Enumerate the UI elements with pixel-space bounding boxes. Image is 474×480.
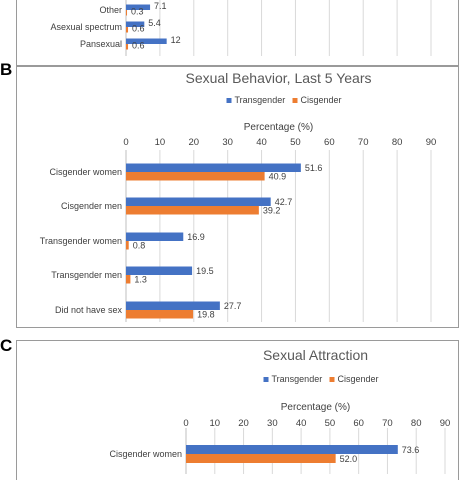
- chart-b-bar-transgender: [126, 232, 184, 241]
- chart-b-data-label: 39.2: [263, 206, 281, 216]
- chart-b-data-label: 27.7: [224, 301, 242, 311]
- chart-b-data-label: 42.7: [275, 197, 293, 207]
- chart-a-data-label: 7.1: [154, 1, 167, 11]
- chart-c-legend-swatch-transgender: [263, 377, 269, 382]
- chart-c-data-label: 73.6: [402, 445, 420, 455]
- chart-b-tick-label: 80: [392, 137, 403, 148]
- chart-c-tick-label: 80: [411, 418, 422, 429]
- chart-b-tick-label: 60: [324, 137, 335, 148]
- chart-b-bar-cisgender: [126, 206, 259, 215]
- chart-b-bar-cisgender: [126, 310, 194, 319]
- panel-label-c: C: [0, 336, 13, 355]
- chart-b-data-label: 0.8: [133, 241, 146, 251]
- chart-b-data-label: 40.9: [269, 172, 287, 182]
- chart-b-data-label: 19.5: [196, 266, 214, 276]
- chart-b-legend-transgender: Transgender: [235, 95, 286, 105]
- chart-c-legend-transgender: Transgender: [272, 374, 323, 384]
- chart-a-bar-cisgender: [126, 44, 129, 50]
- chart-b-bar-transgender: [126, 197, 271, 206]
- chart-a-bar-transgender: [126, 38, 167, 44]
- chart-b-legend-cisgender: Cisgender: [301, 95, 342, 105]
- chart-b-category-label: Transgender women: [40, 236, 122, 246]
- chart-c-bar-cisgender: [186, 454, 336, 463]
- chart-a-category-label: Other: [99, 5, 122, 15]
- panel-label-b: B: [0, 60, 13, 79]
- chart-b-bar-cisgender: [126, 172, 265, 181]
- chart-c-tick-label: 40: [296, 418, 307, 429]
- chart-b-data-label: 16.9: [187, 232, 205, 242]
- chart-b-data-label: 51.6: [305, 163, 323, 173]
- chart-c-tick-label: 20: [238, 418, 249, 429]
- chart-a-category-label: Asexual spectrum: [50, 22, 122, 32]
- chart-c-category-label: Cisgender women: [109, 449, 182, 459]
- chart-b-category-label: Cisgender men: [61, 201, 122, 211]
- chart-b-tick-label: 20: [188, 137, 199, 148]
- chart-a-data-label: 5.4: [148, 18, 161, 28]
- chart-b-bar-cisgender: [126, 241, 129, 250]
- panel-b: [16, 66, 459, 328]
- chart-a-data-label: 0.3: [131, 7, 144, 17]
- chart-a-bar-cisgender: [126, 10, 128, 16]
- chart-a-data-label: 12: [171, 35, 181, 45]
- chart-c-tick-label: 70: [382, 418, 393, 429]
- chart-b-bar-cisgender: [126, 275, 131, 284]
- chart-b-category-label: Transgender men: [51, 270, 122, 280]
- chart-b-tick-label: 90: [426, 137, 437, 148]
- chart-b-x-axis-label: Percentage (%): [244, 122, 313, 133]
- chart-b-tick-label: 70: [358, 137, 369, 148]
- chart-a-data-label: 0.6: [132, 41, 145, 51]
- chart-c-tick-label: 10: [209, 418, 220, 429]
- chart-b-legend-swatch-transgender: [226, 98, 232, 103]
- chart-a-data-label: 0.6: [132, 24, 145, 34]
- chart-a-bar-transgender: [126, 4, 151, 10]
- chart-b-data-label: 19.8: [197, 310, 215, 320]
- chart-b-tick-label: 0: [123, 137, 128, 148]
- chart-b-bar-transgender: [126, 301, 220, 310]
- chart-a-bar-cisgender: [126, 27, 129, 33]
- chart-b-bar-transgender: [126, 266, 193, 275]
- chart-b-title: Sexual Behavior, Last 5 Years: [185, 70, 371, 86]
- chart-c-x-axis-label: Percentage (%): [281, 402, 350, 413]
- chart-c-legend-cisgender: Cisgender: [338, 374, 379, 384]
- chart-c-tick-label: 50: [325, 418, 336, 429]
- chart-c-tick-label: 60: [353, 418, 364, 429]
- chart-b-tick-label: 50: [290, 137, 301, 148]
- chart-b-tick-label: 10: [155, 137, 166, 148]
- chart-c-tick-label: 0: [183, 418, 188, 429]
- chart-b-tick-label: 30: [222, 137, 233, 148]
- chart-b-legend-swatch-cisgender: [292, 98, 298, 103]
- chart-b-tick-label: 40: [256, 137, 267, 148]
- chart-c-tick-label: 90: [440, 418, 451, 429]
- chart-a-category-label: Pansexual: [80, 39, 122, 49]
- chart-b-data-label: 1.3: [134, 275, 147, 285]
- chart-a-bar-transgender: [126, 21, 145, 27]
- chart-c-tick-label: 30: [267, 418, 278, 429]
- chart-b-bar-transgender: [126, 163, 301, 172]
- chart-c-title: Sexual Attraction: [263, 347, 368, 363]
- chart-c-bar-transgender: [186, 445, 398, 454]
- chart-c-data-label: 52.0: [340, 454, 358, 464]
- chart-b-category-label: Did not have sex: [55, 305, 123, 315]
- panel-a: [16, 0, 459, 66]
- chart-b-category-label: Cisgender women: [49, 167, 122, 177]
- chart-c-legend-swatch-cisgender: [329, 377, 335, 382]
